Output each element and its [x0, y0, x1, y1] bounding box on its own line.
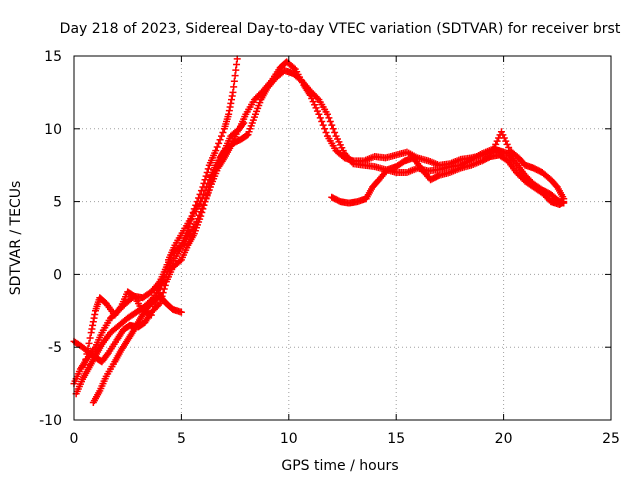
axis-ticks: 0 5 10 15 20 25 -10 -5 0 5 10 15: [39, 49, 620, 447]
data-point: [217, 132, 225, 140]
series-trace-f: [72, 119, 248, 398]
data-point: [331, 128, 339, 136]
y-tick-label: 15: [44, 49, 62, 65]
data-point: [502, 137, 510, 145]
data-point: [103, 350, 111, 358]
data-point: [500, 134, 508, 142]
data-point: [149, 307, 157, 315]
data-point: [216, 136, 224, 144]
x-tick-label: 5: [177, 431, 186, 447]
data-point: [319, 121, 327, 129]
data-point: [200, 190, 208, 198]
data-point: [560, 198, 568, 206]
data-point: [85, 339, 93, 347]
data-point: [497, 128, 505, 136]
series-trace-e: [328, 151, 568, 209]
data-point: [215, 139, 223, 147]
data-point: [326, 118, 334, 126]
data-point: [152, 298, 160, 306]
data-point: [311, 101, 319, 109]
data-point: [219, 128, 227, 136]
data-point: [505, 143, 513, 151]
series-trace-d: [81, 67, 568, 369]
chart-title: Day 218 of 2023, Sidereal Day-to-day VTE…: [60, 21, 621, 37]
data-point: [176, 257, 184, 265]
data-point: [325, 114, 333, 122]
data-point: [116, 304, 124, 312]
data-point: [202, 172, 210, 180]
data-point: [499, 131, 507, 139]
data-point: [321, 125, 329, 133]
data-point: [192, 218, 200, 226]
data-point: [503, 140, 511, 148]
x-tick-label: 20: [495, 431, 513, 447]
plot-frame: [73, 55, 612, 421]
data-point: [148, 295, 156, 303]
data-point: [86, 334, 94, 342]
data-point: [329, 125, 337, 133]
data-point: [156, 300, 164, 308]
data-point: [322, 128, 330, 136]
y-tick-label: -10: [39, 413, 62, 429]
data-point: [312, 104, 320, 112]
data-point: [323, 110, 331, 118]
data-point: [240, 119, 248, 127]
y-tick-label: 5: [53, 195, 62, 211]
x-tick-label: 0: [70, 431, 79, 447]
y-tick-label: 0: [53, 267, 62, 283]
y-tick-label: 10: [44, 122, 62, 138]
data-point: [82, 355, 90, 363]
data-point: [233, 55, 241, 63]
data-points: [70, 55, 568, 407]
data-point: [147, 311, 155, 319]
data-point: [198, 204, 206, 212]
data-point: [81, 361, 89, 369]
x-tick-label: 15: [387, 431, 405, 447]
data-point: [150, 302, 158, 310]
data-point: [316, 114, 324, 122]
data-point: [239, 120, 247, 128]
data-point: [309, 98, 317, 106]
data-point: [204, 165, 212, 173]
x-tick-label: 10: [280, 431, 298, 447]
data-point: [177, 308, 185, 316]
data-point: [493, 137, 501, 145]
grid-lines: [74, 56, 611, 420]
data-point: [84, 345, 92, 353]
data-point: [163, 261, 171, 269]
data-point: [200, 201, 208, 209]
data-point: [83, 350, 91, 358]
data-point: [313, 94, 321, 102]
y-axis-label: SDTVAR / TECUs: [8, 181, 24, 296]
data-point: [212, 147, 220, 155]
data-point: [318, 118, 326, 126]
data-point: [213, 143, 221, 151]
data-point: [328, 121, 336, 129]
series-trace-a: [70, 55, 241, 388]
data-point: [315, 110, 323, 118]
data-point: [194, 215, 202, 223]
x-tick-label: 25: [602, 431, 620, 447]
data-point: [197, 208, 205, 216]
y-tick-label: -5: [48, 340, 62, 356]
data-point: [313, 107, 321, 115]
x-axis-label: GPS time / hours: [281, 458, 398, 474]
data-point: [195, 211, 203, 219]
